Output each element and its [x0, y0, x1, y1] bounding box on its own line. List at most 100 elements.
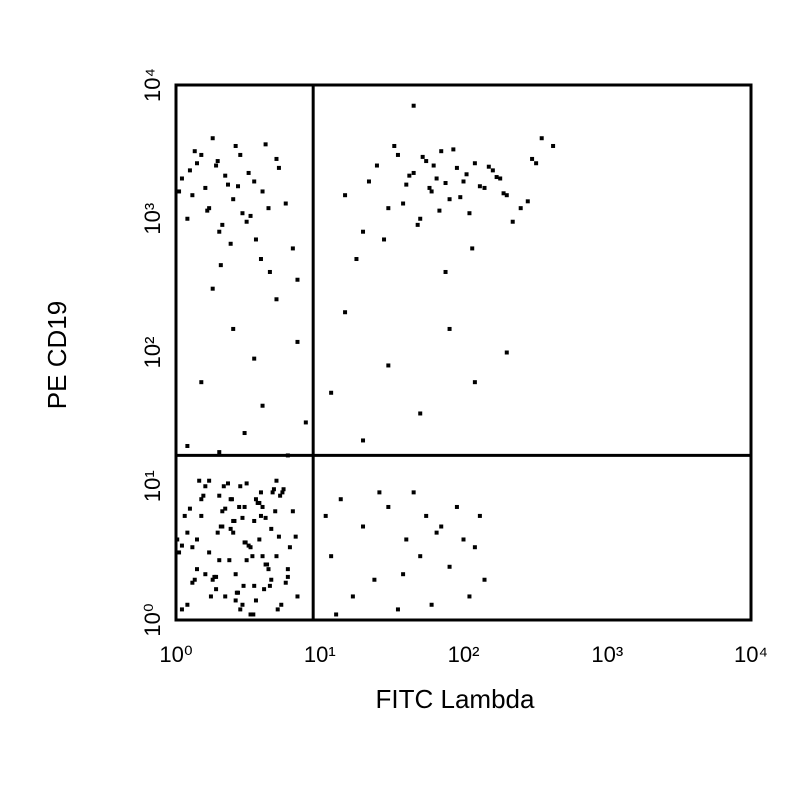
data-point [424, 159, 429, 164]
data-point [207, 550, 212, 555]
y-tick-label: 10¹ [140, 470, 165, 502]
data-point [494, 175, 499, 180]
data-point [458, 195, 463, 200]
data-point [472, 545, 477, 550]
data-point [260, 403, 265, 408]
data-point [401, 572, 406, 577]
x-tick-label: 10² [448, 642, 480, 667]
data-point [437, 208, 442, 213]
data-point [434, 530, 439, 535]
data-point [237, 504, 242, 509]
data-point [179, 176, 184, 181]
data-point [467, 594, 472, 599]
data-point [386, 504, 391, 509]
data-point [395, 152, 400, 157]
data-point [201, 493, 206, 498]
x-tick-label: 10¹ [304, 642, 336, 667]
data-point [434, 176, 439, 181]
data-point [504, 193, 509, 198]
data-point [361, 229, 366, 234]
data-point [228, 526, 233, 531]
data-point [252, 356, 257, 361]
data-point [285, 567, 290, 572]
data-point [252, 583, 257, 588]
data-point [251, 612, 256, 617]
data-point [525, 199, 530, 204]
data-point [240, 211, 245, 216]
data-point [477, 184, 482, 189]
x-tick-label: 10³ [591, 642, 623, 667]
data-point [244, 219, 249, 224]
data-point [343, 193, 348, 198]
data-point [395, 607, 400, 612]
data-point [225, 481, 230, 486]
data-point [253, 497, 258, 502]
data-point [185, 216, 190, 221]
data-point [179, 607, 184, 612]
data-point [192, 149, 197, 154]
data-point [290, 509, 295, 514]
data-point [472, 161, 477, 166]
data-point [187, 506, 192, 511]
data-point [238, 484, 243, 489]
data-point [343, 310, 348, 315]
x-axis-title: FITC Lambda [376, 684, 535, 714]
data-point [199, 380, 204, 385]
data-point [210, 577, 215, 582]
data-point [539, 136, 544, 141]
data-point [439, 524, 444, 529]
data-point [260, 554, 265, 559]
data-point [334, 612, 339, 617]
data-point [290, 246, 295, 251]
data-point [274, 156, 279, 161]
data-point [467, 211, 472, 216]
data-point [266, 206, 271, 211]
data-point [392, 143, 397, 148]
data-point [415, 222, 420, 227]
data-point [187, 168, 192, 173]
data-point [278, 493, 283, 498]
data-point [443, 269, 448, 274]
data-point [267, 269, 272, 274]
y-tick-label: 10⁴ [140, 68, 165, 102]
data-point [510, 219, 515, 224]
data-point [221, 484, 226, 489]
y-tick-label: 10² [140, 337, 165, 369]
data-point [293, 534, 298, 539]
data-point [267, 583, 272, 588]
data-point [192, 577, 197, 582]
data-point [429, 189, 434, 194]
data-point [243, 540, 248, 545]
data-point [404, 537, 409, 542]
data-point [229, 497, 234, 502]
data-point [271, 487, 276, 492]
data-point [411, 170, 416, 175]
data-point [451, 147, 456, 152]
data-point [244, 481, 249, 486]
data-point [283, 580, 288, 585]
data-point [242, 431, 247, 436]
data-point [283, 201, 288, 206]
data-point [195, 537, 200, 542]
data-point [431, 163, 436, 168]
data-point [246, 170, 251, 175]
data-point [287, 545, 292, 550]
data-point [258, 513, 263, 518]
data-point [231, 518, 236, 523]
data-point [262, 587, 267, 592]
data-point [255, 500, 260, 505]
data-point [265, 562, 270, 567]
data-point [482, 577, 487, 582]
data-point [382, 237, 387, 242]
data-point [223, 594, 228, 599]
data-point [350, 594, 355, 599]
data-point [253, 598, 258, 603]
data-point [361, 524, 366, 529]
data-point [203, 185, 208, 190]
data-point [477, 513, 482, 518]
data-point [253, 237, 258, 242]
data-point [214, 163, 219, 168]
data-point [223, 506, 228, 511]
data-point [374, 163, 379, 168]
